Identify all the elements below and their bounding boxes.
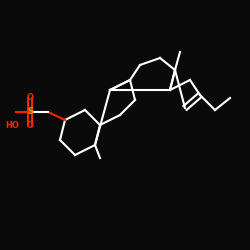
Text: S: S xyxy=(27,108,33,116)
Text: O: O xyxy=(26,122,34,130)
Text: O: O xyxy=(26,94,34,102)
Text: HO: HO xyxy=(5,122,19,130)
